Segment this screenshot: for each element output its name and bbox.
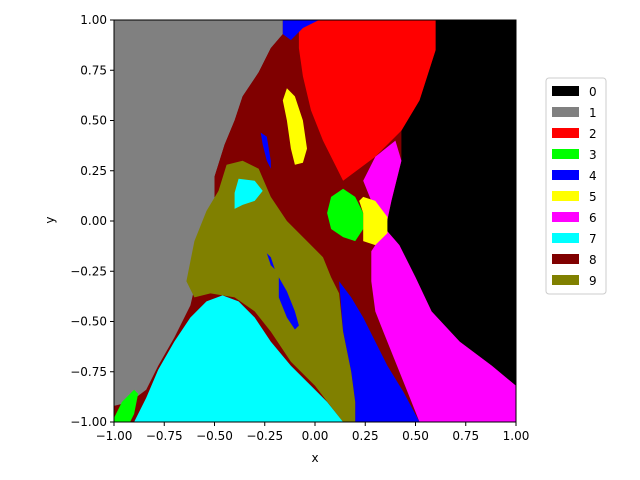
legend-label-8: 8 bbox=[589, 253, 597, 267]
region-4-thin-mid bbox=[266, 253, 275, 270]
region-3-circle bbox=[327, 188, 364, 242]
region-3-bottom-left bbox=[114, 389, 139, 422]
y-tick-label: 0.00 bbox=[80, 214, 107, 228]
x-tick-label: 0.25 bbox=[352, 429, 379, 443]
x-tick-label: 0.75 bbox=[452, 429, 479, 443]
legend-swatch-7 bbox=[552, 233, 579, 243]
y-tick-label: −0.50 bbox=[70, 315, 107, 329]
legend-label-3: 3 bbox=[589, 148, 597, 162]
region-4-mid bbox=[278, 277, 299, 330]
region-4-lower bbox=[339, 281, 420, 422]
y-tick-label: −0.75 bbox=[70, 365, 107, 379]
legend-swatch-5 bbox=[552, 191, 579, 201]
legend-swatch-0 bbox=[552, 86, 579, 96]
x-tick-label: 0.50 bbox=[402, 429, 429, 443]
x-tick-label: −1.00 bbox=[96, 429, 133, 443]
legend-swatch-9 bbox=[552, 275, 579, 285]
x-tick-label: −0.75 bbox=[146, 429, 183, 443]
y-axis-label: y bbox=[43, 216, 57, 223]
x-tick-label: 1.00 bbox=[503, 429, 530, 443]
region-9-olive bbox=[186, 160, 356, 422]
x-axis-label: x bbox=[311, 451, 318, 465]
region-7-bottom bbox=[134, 295, 344, 422]
y-tick-label: 1.00 bbox=[80, 13, 107, 27]
y-tick-label: 0.25 bbox=[80, 164, 107, 178]
region-6-right-lower bbox=[371, 229, 516, 422]
axes: −1.00 −0.75 −0.50 −0.25 0.00 0.25 0.50 0.75 1.00… bbox=[70, 13, 529, 443]
legend-swatch-8 bbox=[552, 254, 579, 264]
region-7-small bbox=[234, 178, 263, 209]
region-1-left bbox=[114, 20, 283, 406]
legend-label-7: 7 bbox=[589, 232, 597, 246]
plot-area bbox=[114, 20, 516, 422]
region-5-circle bbox=[359, 196, 388, 246]
x-tick-label: −0.25 bbox=[246, 429, 283, 443]
legend-label-6: 6 bbox=[589, 211, 597, 225]
legend-swatch-3 bbox=[552, 149, 579, 159]
y-tick-label: 0.50 bbox=[80, 114, 107, 128]
legend: 0 1 2 3 4 5 6 7 8 9 bbox=[545, 77, 607, 295]
legend-label-0: 0 bbox=[589, 85, 597, 99]
x-tick-label: −0.50 bbox=[196, 429, 233, 443]
region-2-top bbox=[298, 20, 436, 181]
y-tick-label: −0.25 bbox=[70, 264, 107, 278]
region-4-thin-upper bbox=[260, 132, 271, 169]
legend-label-2: 2 bbox=[589, 127, 597, 141]
legend-swatch-2 bbox=[552, 128, 579, 138]
legend-label-5: 5 bbox=[589, 190, 597, 204]
region-5-upper bbox=[282, 88, 307, 165]
region-4-top-sliver bbox=[282, 20, 319, 41]
y-tick-label: 0.75 bbox=[80, 63, 107, 77]
region-0-right bbox=[385, 20, 516, 386]
x-tick-label: 0.00 bbox=[302, 429, 329, 443]
legend-label-9: 9 bbox=[589, 274, 597, 288]
legend-swatch-4 bbox=[552, 170, 579, 180]
region-8-center bbox=[214, 34, 402, 332]
legend-label-4: 4 bbox=[589, 169, 597, 183]
legend-label-1: 1 bbox=[589, 106, 597, 120]
y-tick-label: −1.00 bbox=[70, 415, 107, 429]
legend-swatch-1 bbox=[552, 107, 579, 117]
legend-swatch-6 bbox=[552, 212, 579, 222]
